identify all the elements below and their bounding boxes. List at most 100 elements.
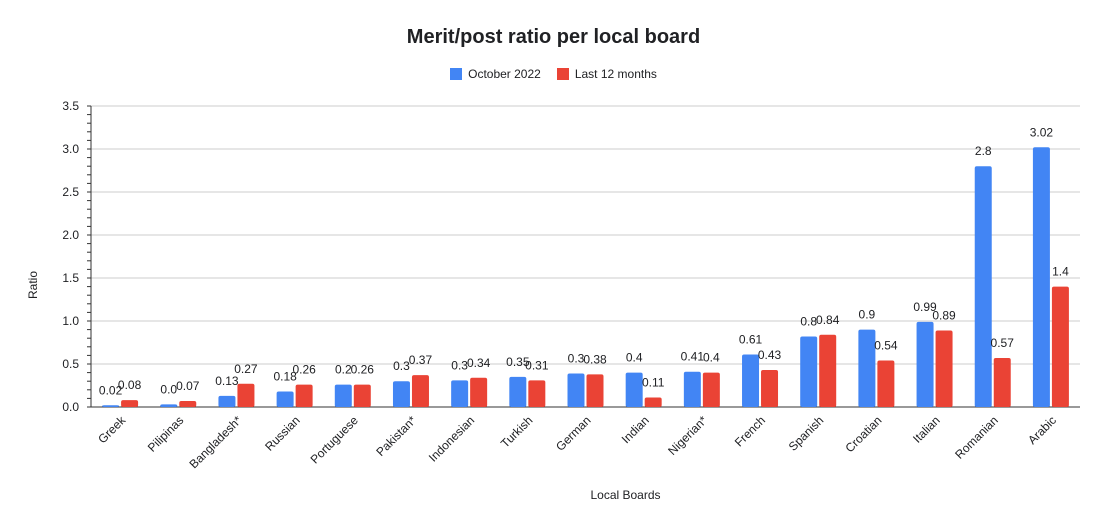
bar-last-12-months (993, 357, 1011, 407)
bar-october-2022 (160, 404, 178, 407)
bar-last-12-months (1051, 286, 1069, 407)
y-tick-label: 1.0 (62, 314, 79, 328)
data-label: 0.2 (335, 363, 352, 377)
x-tick-label: Greek (95, 413, 129, 447)
chart-title: Merit/post ratio per local board (406, 26, 701, 48)
legend-swatch-october-2022 (450, 68, 463, 80)
bar-last-12-months (819, 334, 837, 407)
x-axis-title: Local Boards (590, 488, 660, 502)
x-tick-label: Russian (262, 413, 303, 454)
x-tick-label: Romanian (952, 413, 1001, 462)
data-label: 0.54 (874, 339, 898, 353)
bar-october-2022 (858, 329, 876, 407)
bar-last-12-months (702, 372, 720, 407)
data-label: 0.02 (99, 383, 123, 397)
data-label: 0.13 (215, 374, 239, 388)
data-label: 0.26 (351, 363, 375, 377)
legend: October 2022 Last 12 months (0, 67, 1107, 81)
data-label: 0.27 (234, 362, 258, 376)
legend-label-last-12-months: Last 12 months (574, 67, 657, 81)
data-label: 0.31 (525, 358, 549, 372)
data-label: 0.99 (913, 300, 937, 314)
data-label: 0.9 (859, 308, 876, 322)
data-label: 0.3 (451, 358, 468, 372)
bar-last-12-months (877, 360, 895, 407)
bar-last-12-months (353, 384, 371, 407)
bar-last-12-months (237, 383, 255, 407)
bar-october-2022 (567, 373, 585, 407)
bar-last-12-months (295, 384, 313, 407)
y-tick-label: 2.0 (62, 228, 79, 242)
data-label: 0.43 (758, 348, 782, 362)
legend-item-october-2022: October 2022 (450, 67, 541, 81)
data-label: 0.0 (160, 382, 177, 396)
data-label: 0.89 (932, 308, 956, 322)
bar-last-12-months (761, 370, 779, 407)
bar-october-2022 (800, 336, 818, 407)
x-tick-label: Pakistan* (373, 413, 419, 459)
bar-last-12-months (411, 375, 429, 407)
bar-october-2022 (683, 371, 701, 407)
bar-last-12-months (121, 400, 139, 407)
bar-last-12-months (179, 400, 197, 407)
data-label: 0.61 (739, 333, 763, 347)
x-tick-label: Nigerian* (665, 413, 710, 458)
data-label: 0.37 (409, 353, 433, 367)
data-label: 0.38 (583, 352, 607, 366)
bar-october-2022 (451, 380, 469, 407)
bar-october-2022 (334, 384, 352, 407)
bar-october-2022 (509, 376, 527, 407)
data-label: 0.07 (176, 379, 200, 393)
legend-label-october-2022: October 2022 (468, 67, 541, 81)
bar-october-2022 (276, 391, 294, 407)
data-label: 0.8 (800, 314, 817, 328)
data-label: 0.18 (273, 370, 297, 384)
bar-last-12-months (935, 330, 953, 407)
y-axis-title: Ratio (26, 271, 40, 299)
bar-october-2022 (102, 405, 120, 407)
data-label: 0.84 (816, 313, 840, 327)
data-label: 0.34 (467, 356, 491, 370)
legend-swatch-last-12-months (556, 68, 569, 80)
y-tick-label: 0.5 (62, 357, 79, 371)
x-tick-label: French (732, 413, 768, 449)
x-tick-label: Indonesian (426, 413, 477, 464)
legend-item-last-12-months: Last 12 months (556, 67, 657, 81)
y-tick-label: 2.5 (62, 185, 79, 199)
y-tick-label: 3.5 (62, 99, 79, 113)
data-label: 0.35 (506, 355, 530, 369)
bar-october-2022 (625, 372, 643, 407)
bar-october-2022 (1032, 147, 1050, 407)
x-tick-label: Pilipinas (145, 413, 187, 455)
data-label: 0.4 (703, 351, 720, 365)
y-tick-label: 0.0 (62, 400, 79, 414)
bar-last-12-months (470, 377, 488, 407)
bar-october-2022 (218, 395, 236, 407)
x-tick-label: Bangladesh* (187, 413, 245, 471)
x-tick-label: Arabic (1025, 413, 1059, 447)
y-tick-label: 3.0 (62, 142, 79, 156)
y-tick-label: 1.5 (62, 271, 79, 285)
data-label: 0.3 (568, 351, 585, 365)
bar-october-2022 (742, 354, 760, 407)
data-label: 0.3 (393, 359, 410, 373)
x-tick-label: Croatian (843, 413, 885, 455)
bar-last-12-months (644, 397, 662, 407)
data-label: 0.4 (626, 351, 643, 365)
bar-october-2022 (974, 166, 992, 407)
data-label: 0.41 (681, 350, 705, 364)
data-label: 1.4 (1052, 265, 1069, 279)
x-tick-label: Italian (910, 413, 943, 446)
x-tick-label: Portuguese (308, 413, 362, 467)
data-label: 0.57 (991, 336, 1015, 350)
data-label: 0.26 (292, 363, 316, 377)
bar-october-2022 (916, 321, 934, 407)
data-label: 3.02 (1030, 125, 1054, 139)
x-tick-label: Turkish (498, 413, 535, 450)
data-label: 2.8 (975, 144, 992, 158)
x-tick-label: Indian (619, 413, 652, 446)
bar-last-12-months (586, 374, 604, 407)
data-label: 0.11 (642, 376, 665, 390)
